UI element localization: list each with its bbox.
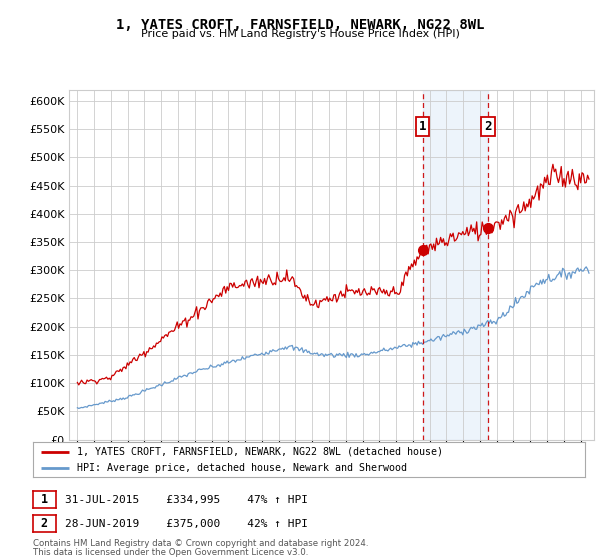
Text: 2: 2	[485, 120, 492, 133]
Text: 1: 1	[41, 493, 48, 506]
Text: Price paid vs. HM Land Registry's House Price Index (HPI): Price paid vs. HM Land Registry's House …	[140, 29, 460, 39]
Text: HPI: Average price, detached house, Newark and Sherwood: HPI: Average price, detached house, Newa…	[77, 464, 407, 473]
Text: This data is licensed under the Open Government Licence v3.0.: This data is licensed under the Open Gov…	[33, 548, 308, 557]
Text: 2: 2	[41, 517, 48, 530]
Bar	[422, 90, 488, 440]
Text: 1, YATES CROFT, FARNSFIELD, NEWARK, NG22 8WL (detached house): 1, YATES CROFT, FARNSFIELD, NEWARK, NG22…	[77, 447, 443, 457]
Text: 1, YATES CROFT, FARNSFIELD, NEWARK, NG22 8WL: 1, YATES CROFT, FARNSFIELD, NEWARK, NG22…	[116, 18, 484, 32]
Text: 28-JUN-2019    £375,000    42% ↑ HPI: 28-JUN-2019 £375,000 42% ↑ HPI	[65, 519, 308, 529]
Text: Contains HM Land Registry data © Crown copyright and database right 2024.: Contains HM Land Registry data © Crown c…	[33, 539, 368, 548]
Text: 31-JUL-2015    £334,995    47% ↑ HPI: 31-JUL-2015 £334,995 47% ↑ HPI	[65, 494, 308, 505]
Text: 1: 1	[419, 120, 427, 133]
